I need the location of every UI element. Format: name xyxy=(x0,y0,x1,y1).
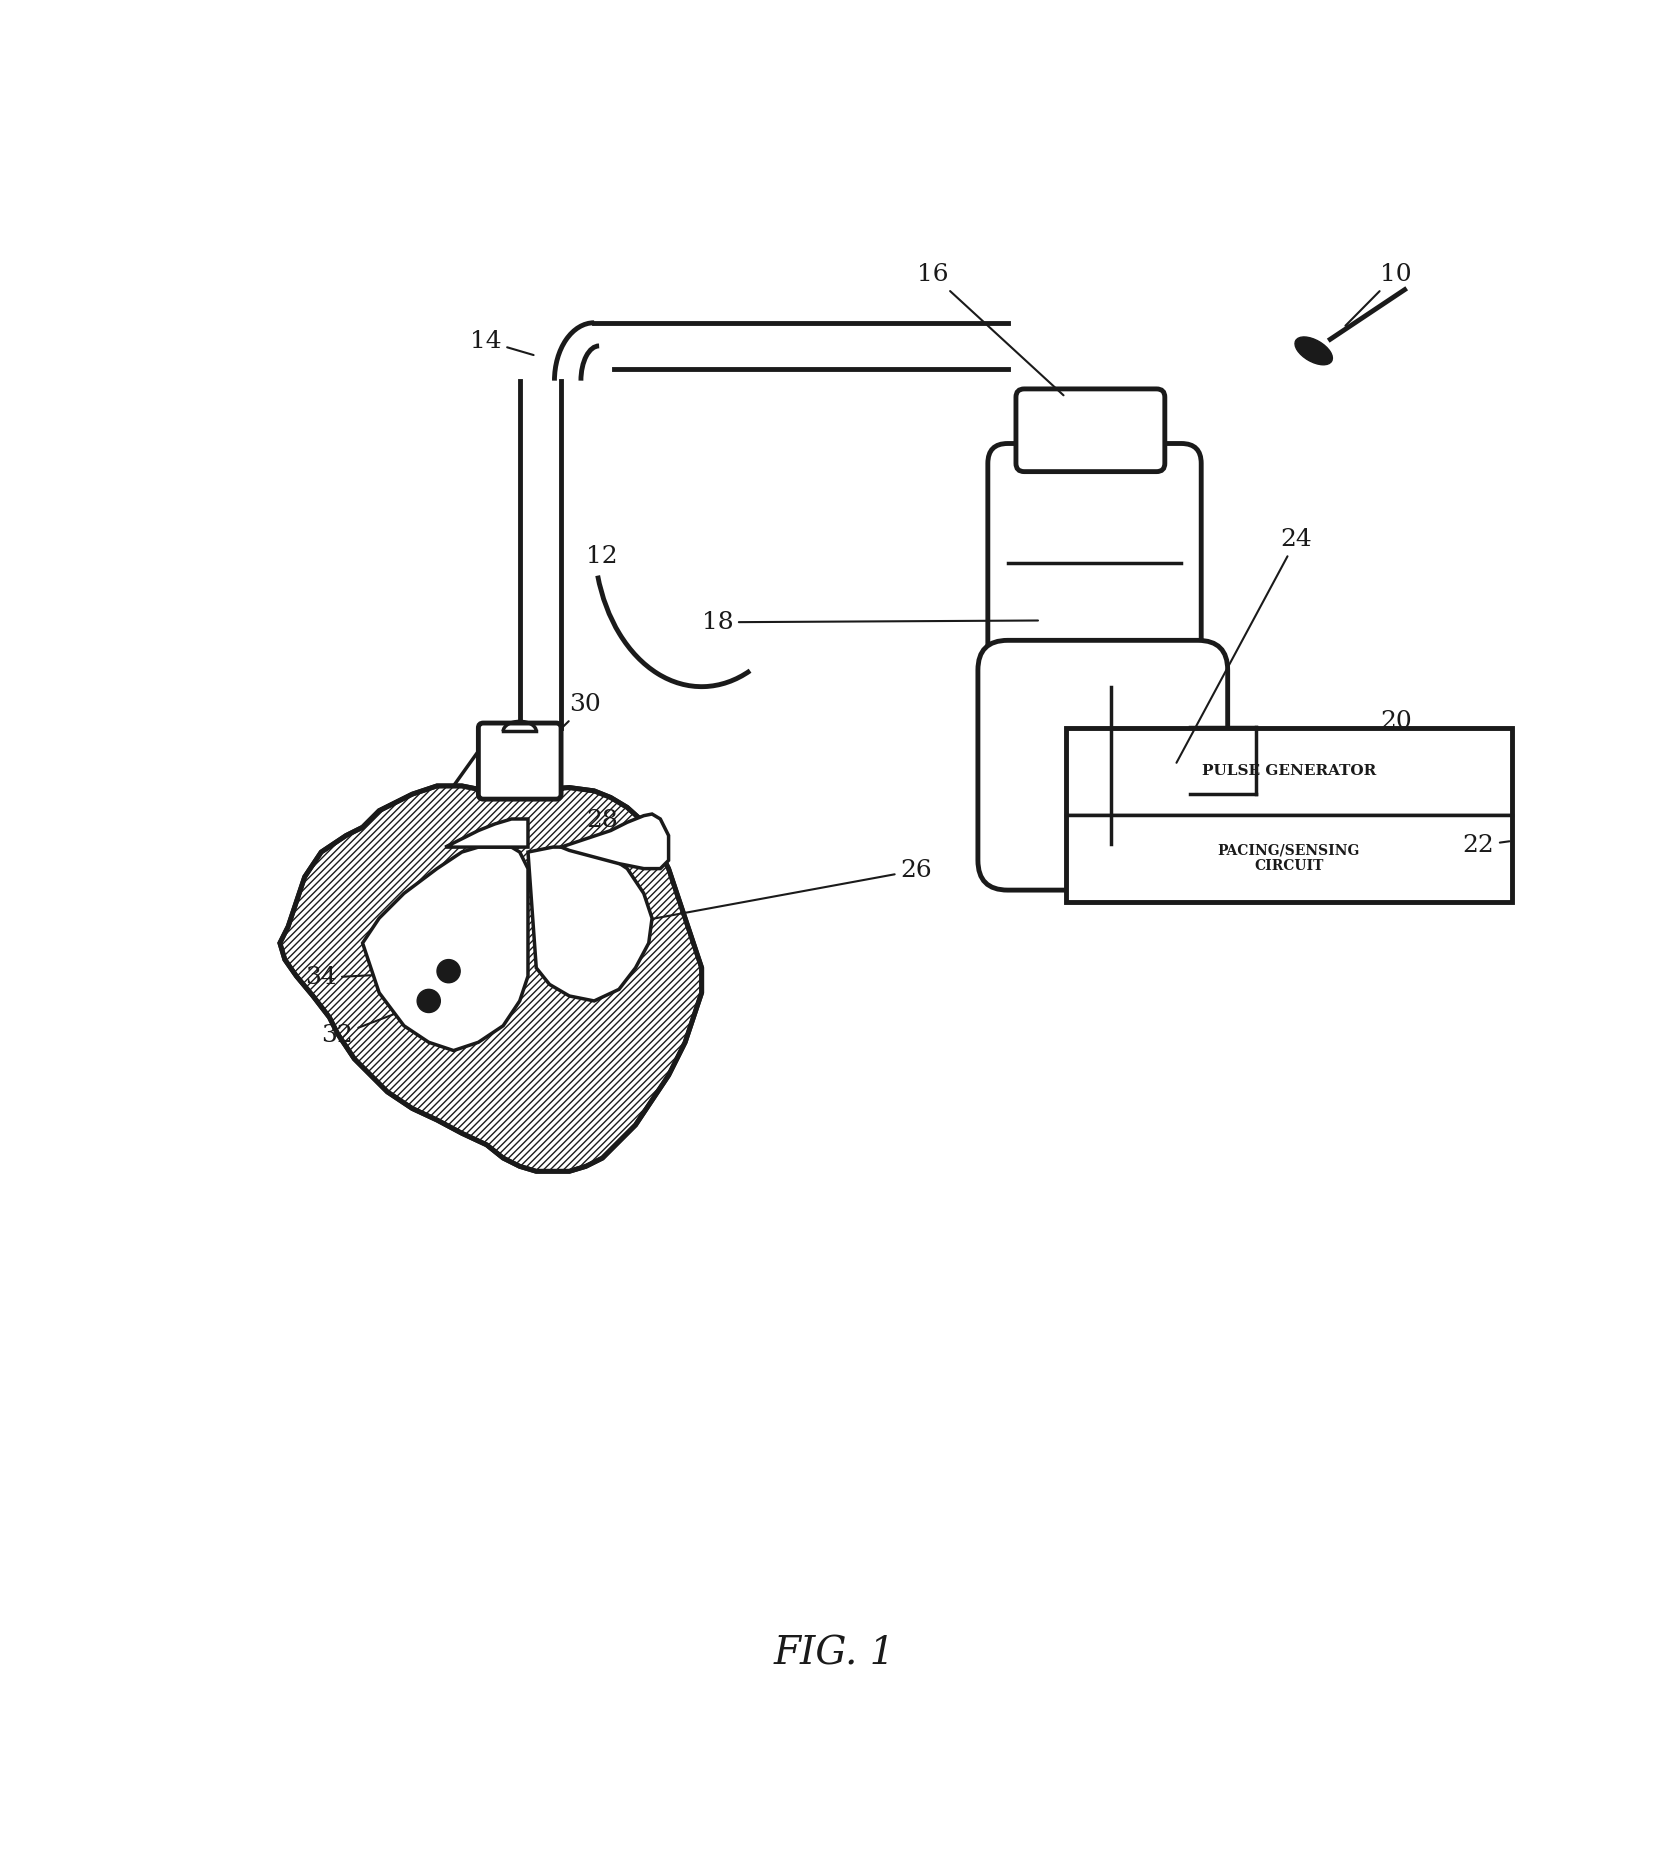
Text: 24: 24 xyxy=(1176,528,1313,763)
Text: 12: 12 xyxy=(585,545,617,567)
Text: 20: 20 xyxy=(1379,710,1411,734)
Text: 14: 14 xyxy=(470,330,534,356)
Text: 18: 18 xyxy=(702,611,1037,634)
Text: 22: 22 xyxy=(1463,834,1510,858)
Ellipse shape xyxy=(1294,337,1333,365)
Polygon shape xyxy=(280,786,702,1171)
Polygon shape xyxy=(362,847,529,1051)
Text: 16: 16 xyxy=(917,263,1064,395)
Bar xyxy=(1066,728,1513,902)
Text: 28: 28 xyxy=(585,810,617,832)
FancyBboxPatch shape xyxy=(1016,389,1164,473)
Polygon shape xyxy=(529,847,652,1001)
Text: FIG. 1: FIG. 1 xyxy=(774,1636,894,1673)
Text: PULSE GENERATOR: PULSE GENERATOR xyxy=(1201,765,1376,778)
Polygon shape xyxy=(560,813,669,869)
Text: 10: 10 xyxy=(1346,263,1411,326)
Text: 34: 34 xyxy=(305,967,445,990)
FancyBboxPatch shape xyxy=(1066,728,1513,815)
FancyBboxPatch shape xyxy=(479,723,560,799)
Text: 26: 26 xyxy=(614,860,932,926)
Circle shape xyxy=(1126,741,1176,789)
Polygon shape xyxy=(445,819,529,847)
Circle shape xyxy=(437,960,460,982)
FancyBboxPatch shape xyxy=(987,443,1201,682)
Circle shape xyxy=(417,990,440,1012)
FancyBboxPatch shape xyxy=(1066,815,1513,902)
Text: 30: 30 xyxy=(522,693,600,767)
Text: 32: 32 xyxy=(322,1002,425,1047)
Text: PACING/SENSING
CIRCUIT: PACING/SENSING CIRCUIT xyxy=(1218,843,1359,873)
FancyBboxPatch shape xyxy=(977,641,1228,889)
